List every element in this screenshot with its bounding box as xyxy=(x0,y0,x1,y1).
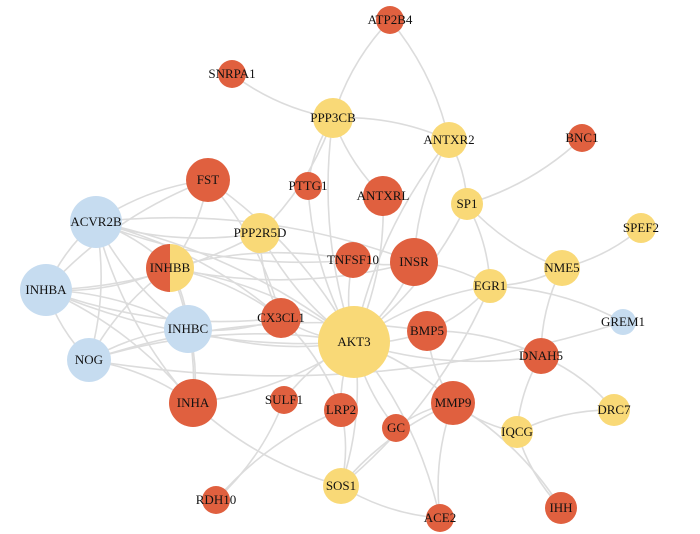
node-label: SULF1 xyxy=(265,392,303,407)
node-label: CX3CL1 xyxy=(257,310,305,325)
node xyxy=(318,306,390,378)
node-label: EGR1 xyxy=(474,278,507,293)
node-label: GREM1 xyxy=(601,314,645,329)
node xyxy=(270,386,298,414)
node-label: TNFSF10 xyxy=(327,252,379,267)
edge xyxy=(95,221,282,319)
node-label: BNC1 xyxy=(565,130,598,145)
node xyxy=(382,414,410,442)
edge xyxy=(259,117,334,234)
node-label: ANTXR2 xyxy=(423,132,474,147)
node xyxy=(545,492,577,524)
node-label: PPP2R5D xyxy=(234,225,287,240)
node-label: ACVR2B xyxy=(70,214,122,229)
node-label: INSR xyxy=(399,254,429,269)
node xyxy=(598,394,630,426)
node-label: PPP3CB xyxy=(310,110,356,125)
edge xyxy=(215,409,342,501)
node xyxy=(169,379,217,427)
node xyxy=(376,6,404,34)
node xyxy=(568,124,596,152)
node-label: FST xyxy=(197,172,219,187)
edge xyxy=(340,285,491,487)
node-label: PTTG1 xyxy=(289,178,328,193)
node-label: ACE2 xyxy=(424,510,457,525)
node xyxy=(294,172,322,200)
node xyxy=(363,176,403,216)
node xyxy=(164,305,212,353)
node xyxy=(544,250,580,286)
node xyxy=(218,60,246,88)
node xyxy=(202,486,230,514)
node xyxy=(451,188,483,220)
node-label: MMP9 xyxy=(435,395,472,410)
node xyxy=(186,158,230,202)
node-label: LRP2 xyxy=(326,402,356,417)
node-half xyxy=(146,244,170,292)
node-label: SNRPA1 xyxy=(208,66,255,81)
nodes: ATP2B4 SNRPA1 PPP3CB ANTXR2 BNC1 FST PTTG1 ANTX… xyxy=(20,6,659,532)
node xyxy=(431,122,467,158)
node-label: SOS1 xyxy=(326,478,356,493)
node xyxy=(431,381,475,425)
node xyxy=(20,264,72,316)
node-label: INHBB xyxy=(150,260,191,275)
node-label: ANTXRL xyxy=(357,188,410,203)
node-label: IQCG xyxy=(501,424,533,439)
node-label: ATP2B4 xyxy=(368,12,413,27)
edge xyxy=(452,402,562,509)
node-label: INHA xyxy=(177,395,210,410)
node-label: NME5 xyxy=(544,260,579,275)
node-label: INHBC xyxy=(168,321,208,336)
node xyxy=(240,213,280,253)
node xyxy=(407,311,447,351)
node-label: RDH10 xyxy=(196,492,236,507)
node xyxy=(323,468,359,504)
node-label: GC xyxy=(387,420,405,435)
node-label: DRC7 xyxy=(597,402,631,417)
edge xyxy=(45,289,194,404)
node-label: BMP5 xyxy=(410,323,444,338)
node xyxy=(523,338,559,374)
node-label: SP1 xyxy=(457,196,478,211)
edge xyxy=(45,289,282,323)
node-label: DNAH5 xyxy=(519,348,563,363)
node-label: AKT3 xyxy=(337,334,370,349)
edge xyxy=(169,261,415,281)
node xyxy=(324,393,358,427)
node xyxy=(67,338,111,382)
node xyxy=(390,238,438,286)
edge xyxy=(466,137,583,205)
edge xyxy=(215,399,285,501)
node xyxy=(626,213,656,243)
node xyxy=(473,269,507,303)
node-half xyxy=(170,244,194,292)
node-label: SPEF2 xyxy=(623,220,659,235)
node xyxy=(261,298,301,338)
node xyxy=(335,242,371,278)
node xyxy=(426,504,454,532)
node xyxy=(70,196,122,248)
node xyxy=(610,309,636,335)
edge xyxy=(192,402,342,487)
node-label: INHBA xyxy=(25,282,67,297)
edge xyxy=(389,19,450,141)
node-label: IHH xyxy=(549,500,572,515)
node-label: NOG xyxy=(75,352,103,367)
node xyxy=(313,98,353,138)
node xyxy=(501,416,533,448)
